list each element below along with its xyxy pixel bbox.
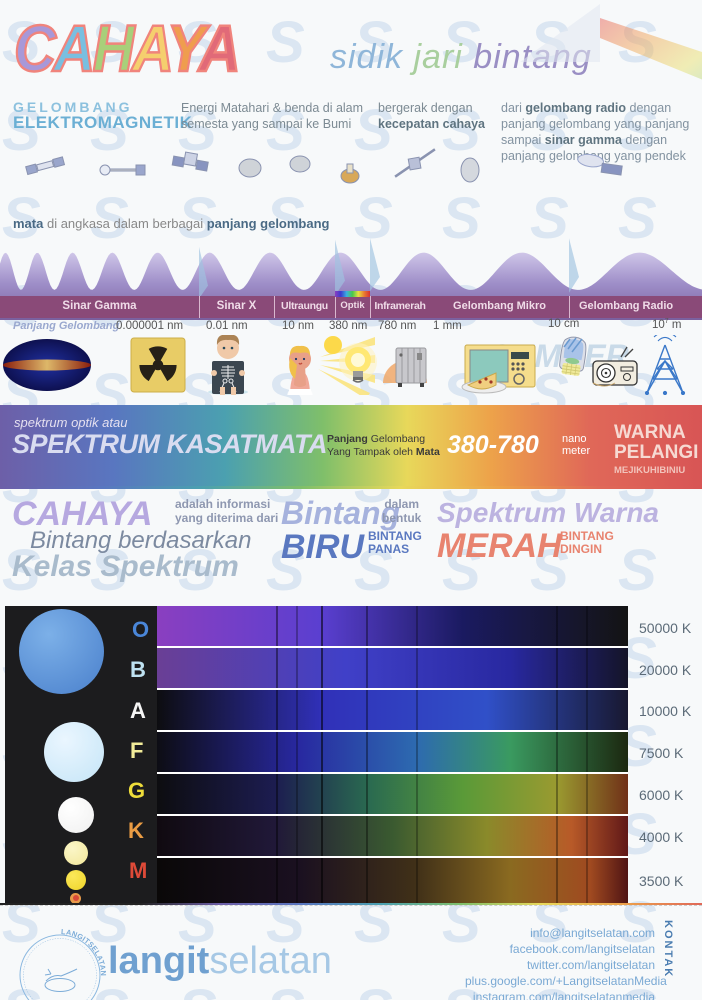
svg-text:LANGITSELATAN: LANGITSELATAN	[61, 928, 107, 976]
